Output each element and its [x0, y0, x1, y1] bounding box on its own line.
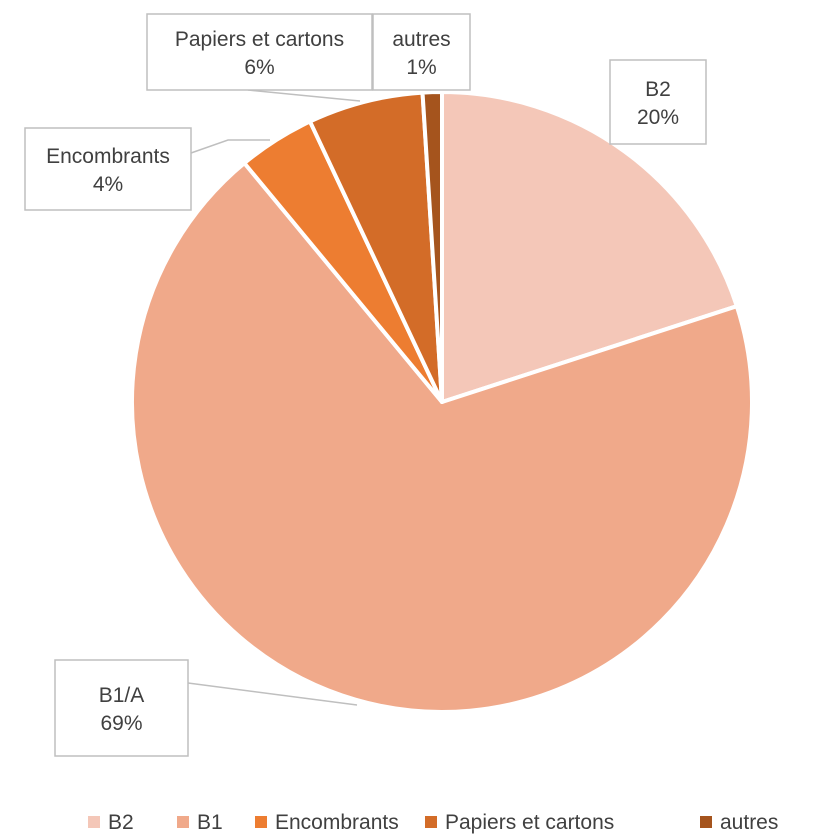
legend-swatch — [88, 816, 100, 828]
callout-b1-a: B1/A 69% — [54, 659, 358, 757]
callout-papiers-et-cartons: Papiers et cartons 6% — [146, 13, 373, 102]
callout-leader-line — [247, 89, 361, 102]
legend-swatch — [177, 816, 189, 828]
legend-item-autres: autres — [700, 811, 778, 834]
legend-label: autres — [720, 811, 778, 834]
slice-percent: 1% — [406, 56, 436, 79]
pie-slice-autres — [420, 89, 444, 404]
slice-label: B2 — [645, 78, 671, 101]
slice-label: B1/A — [99, 684, 145, 707]
legend-label: Papiers et cartons — [445, 811, 614, 834]
callout-box — [372, 13, 471, 91]
callout-box — [24, 127, 192, 211]
legend-label: B2 — [108, 811, 134, 834]
callout-box — [146, 13, 373, 91]
slice-percent: 4% — [93, 173, 123, 196]
callout-box — [54, 659, 189, 757]
callout-leader-line — [190, 139, 270, 154]
legend-label: B1 — [197, 811, 223, 834]
callout-leader-line — [187, 682, 358, 706]
legend-item-encombrants: Encombrants — [255, 811, 399, 834]
legend-item-b1: B1 — [177, 811, 223, 834]
slice-percent: 69% — [100, 712, 142, 735]
callout-autres: autres 1% — [372, 13, 471, 91]
legend-item-papiers-et-cartons: Papiers et cartons — [425, 811, 614, 834]
legend-swatch — [255, 816, 267, 828]
callout-encombrants: Encombrants 4% — [24, 127, 270, 211]
callout-box — [609, 59, 707, 145]
slice-label: Papiers et cartons — [175, 28, 344, 51]
legend-label: Encombrants — [275, 811, 399, 834]
legend-swatch — [425, 816, 437, 828]
slice-percent: 20% — [637, 106, 679, 129]
pie-slice-b1-a — [130, 161, 754, 714]
slice-percent: 6% — [244, 56, 274, 79]
legend-item-b2: B2 — [88, 811, 134, 834]
legend-swatch — [700, 816, 712, 828]
pie-slices — [130, 89, 754, 714]
legend: B2 B1 Encombrants Papiers et cartons autres — [88, 811, 778, 834]
slice-label: autres — [392, 28, 450, 51]
slice-label: Encombrants — [46, 145, 170, 168]
pie-slice-b2 — [440, 90, 739, 404]
